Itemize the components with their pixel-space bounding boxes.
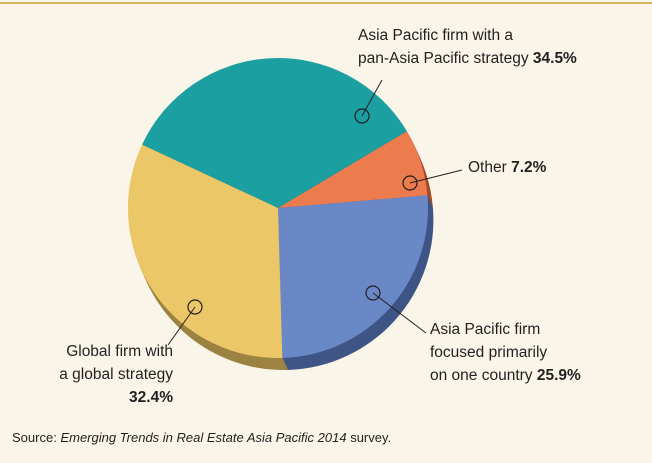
category-line: Asia Pacific firm with a — [358, 27, 513, 44]
slice — [278, 131, 428, 208]
slice-label: pan-Asia Pacific strategy 34.5% — [358, 50, 577, 67]
leader-line — [372, 292, 427, 334]
category-line: Other — [468, 159, 507, 176]
value-label: 34.5% — [533, 50, 577, 67]
leader-dot — [365, 285, 381, 301]
category-line: Asia Pacific firm — [430, 321, 540, 338]
pie — [128, 57, 434, 370]
slice — [142, 57, 407, 208]
slice-label: Asia Pacific firm — [430, 321, 540, 338]
category-line: pan-Asia Pacific strategy — [358, 50, 529, 67]
slice-label: focused primarily — [430, 344, 547, 361]
value-label: 25.9% — [537, 367, 581, 384]
source-title: Emerging Trends in Real Estate Asia Paci… — [60, 430, 346, 445]
category-line: a global strategy — [59, 366, 173, 383]
leader-dot — [187, 299, 203, 315]
value-label: 7.2% — [511, 159, 547, 176]
labels: Asia Pacific firm with a pan-Asia Pacific… — [59, 27, 581, 406]
source-suffix: survey. — [350, 430, 391, 445]
slice-label: Global firm with — [66, 343, 173, 360]
category-line: focused primarily — [430, 344, 547, 361]
leader-line — [167, 306, 196, 346]
category-line: Global firm with — [66, 343, 173, 360]
leader-dot — [354, 108, 370, 124]
slice-label: Asia Pacific firm with a — [358, 27, 513, 44]
category-line: on one country — [430, 367, 533, 384]
leader-dot — [402, 175, 418, 191]
slice-label: on one country 25.9% — [430, 367, 581, 384]
source-prefix: Source: — [12, 430, 57, 445]
value-label: 32.4% — [129, 389, 173, 406]
slice-label: Other 7.2% — [468, 159, 547, 176]
leader-line — [409, 169, 463, 184]
source: Source: Emerging Trends in Real Estate A… — [12, 430, 391, 445]
slice-label: a global strategy — [59, 366, 173, 383]
slice — [278, 195, 429, 358]
slice — [128, 144, 283, 358]
